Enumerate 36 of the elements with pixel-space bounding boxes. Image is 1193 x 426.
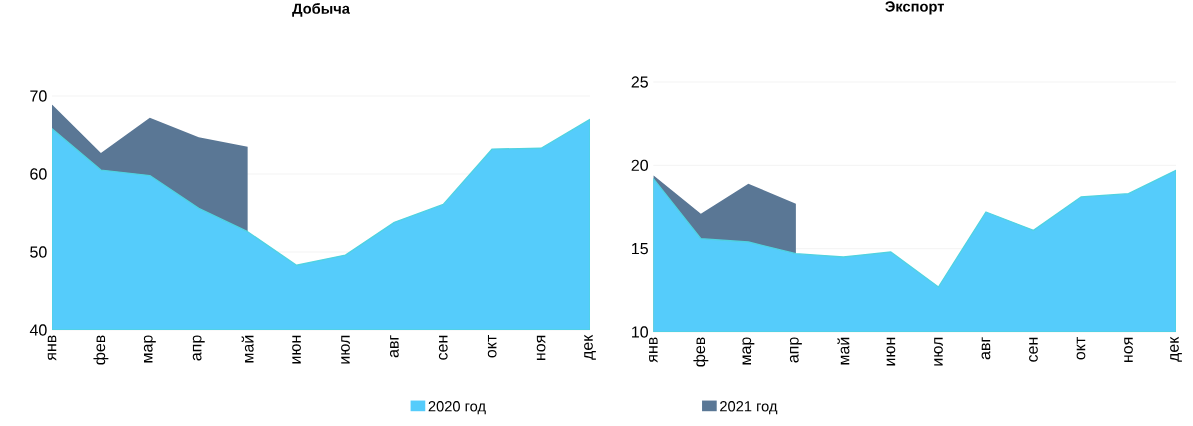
- x-tick-label: июн: [292, 335, 301, 364]
- x-tick-label: сен: [438, 335, 448, 360]
- x-tick-label: июн: [886, 337, 896, 366]
- x-tick-label: ноя: [536, 335, 546, 360]
- x-tick-label: июл: [934, 337, 943, 366]
- y-tick-label: 25: [631, 76, 648, 88]
- chart-title: Экспорт: [885, 1, 945, 15]
- x-tick-label: янв: [649, 337, 658, 363]
- y-tick-label: 70: [30, 90, 47, 102]
- y-tick-label: 50: [30, 246, 47, 258]
- legend-label: 2020 год: [428, 401, 486, 415]
- y-tick-label: 40: [29, 324, 47, 336]
- x-tick-label: окт: [1076, 336, 1086, 360]
- legend-label: 2021 год: [720, 401, 778, 415]
- x-tick-label: дек: [584, 334, 596, 360]
- x-tick-label: окт: [487, 334, 497, 358]
- chart-title: Добыча: [292, 2, 351, 17]
- x-tick-label: авг: [389, 335, 399, 358]
- x-tick-label: май: [837, 337, 850, 365]
- x-tick-label: дек: [1170, 336, 1182, 362]
- x-tick-label: янв: [47, 335, 57, 361]
- x-tick-label: ноя: [1124, 337, 1133, 362]
- x-tick-label: мар: [143, 335, 156, 363]
- x-tick-label: апр: [789, 337, 802, 363]
- x-tick-label: авг: [981, 337, 991, 360]
- x-tick-label: сен: [1029, 337, 1038, 362]
- y-tick-label: 20: [631, 159, 649, 171]
- y-tick-label: 10: [632, 326, 649, 338]
- x-tick-label: фев: [693, 337, 709, 367]
- y-tick-label: 60: [30, 168, 47, 180]
- y-tick-label: 15: [632, 243, 648, 255]
- x-tick-label: апр: [192, 335, 205, 361]
- x-tick-label: май: [241, 335, 254, 363]
- x-tick-label: фев: [93, 335, 109, 365]
- x-tick-label: июл: [341, 335, 350, 364]
- x-tick-label: мар: [742, 337, 755, 365]
